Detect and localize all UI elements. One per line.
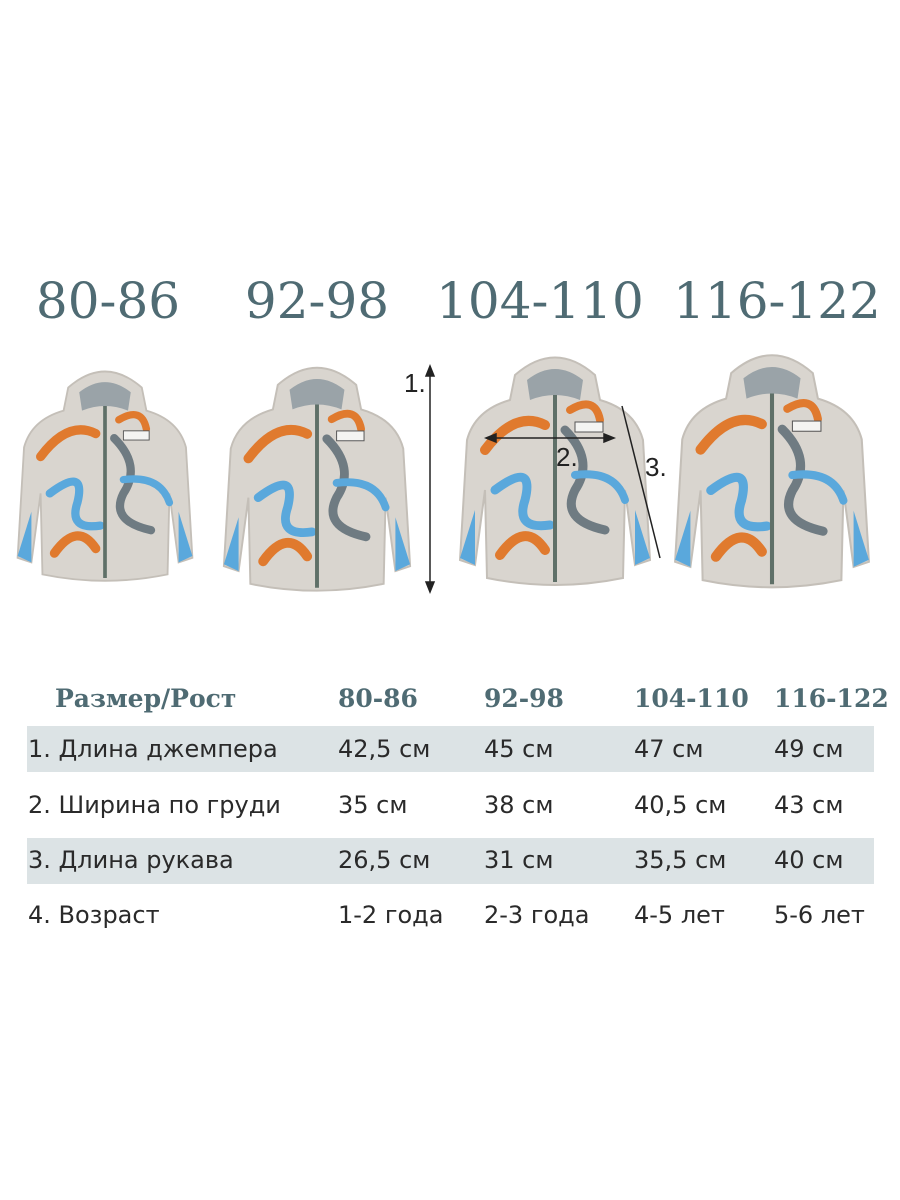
table-cell: 4. Возраст: [28, 901, 160, 929]
table-cell: 3. Длина рукава: [28, 846, 234, 874]
table-cell: 47 см: [634, 735, 703, 763]
table-cell: 42,5 см: [338, 735, 430, 763]
measure-label: 3.: [645, 452, 667, 482]
table-cell: 49 см: [774, 735, 843, 763]
table-cell: 5-6 лет: [774, 901, 865, 929]
size-heading: 92-98: [245, 272, 389, 330]
table-cell: 43 см: [774, 791, 843, 819]
table-cell: 38 см: [484, 791, 553, 819]
jacket-image: [18, 372, 193, 581]
table-cell: 26,5 см: [338, 846, 430, 874]
row-band: [27, 726, 874, 772]
table-header: Размер/Рост: [55, 684, 236, 713]
table-cell: 1. Длина джемпера: [28, 735, 278, 763]
size-heading: 116-122: [673, 272, 881, 330]
table-cell: 4-5 лет: [634, 901, 725, 929]
size-table: Размер/Рост 80-86 92-98 104-110 116-122 1. Дл…: [28, 684, 889, 929]
table-header: 116-122: [774, 684, 889, 713]
table-header: 80-86: [338, 684, 418, 713]
table-cell: 40,5 см: [634, 791, 726, 819]
table-cell: 2. Ширина по груди: [28, 791, 281, 819]
measure-arrows: [424, 363, 661, 595]
row-band: [27, 838, 874, 884]
table-cell: 2-3 года: [484, 901, 589, 929]
measure-label: 1.: [404, 368, 426, 398]
measure-label: 2.: [556, 442, 578, 472]
jacket-image: [675, 355, 869, 587]
table-cell: 35,5 см: [634, 846, 726, 874]
table-cell: 35 см: [338, 791, 407, 819]
table-cell: 1-2 года: [338, 901, 443, 929]
table-cell: 31 см: [484, 846, 553, 874]
table-cell: 40 см: [774, 846, 843, 874]
table-header: 104-110: [634, 684, 749, 713]
size-heading: 80-86: [36, 272, 180, 330]
jacket-image: [460, 358, 650, 586]
size-heading: 104-110: [436, 272, 644, 330]
jacket-image: [224, 368, 410, 591]
table-header: 92-98: [484, 684, 564, 713]
table-cell: 45 см: [484, 735, 553, 763]
